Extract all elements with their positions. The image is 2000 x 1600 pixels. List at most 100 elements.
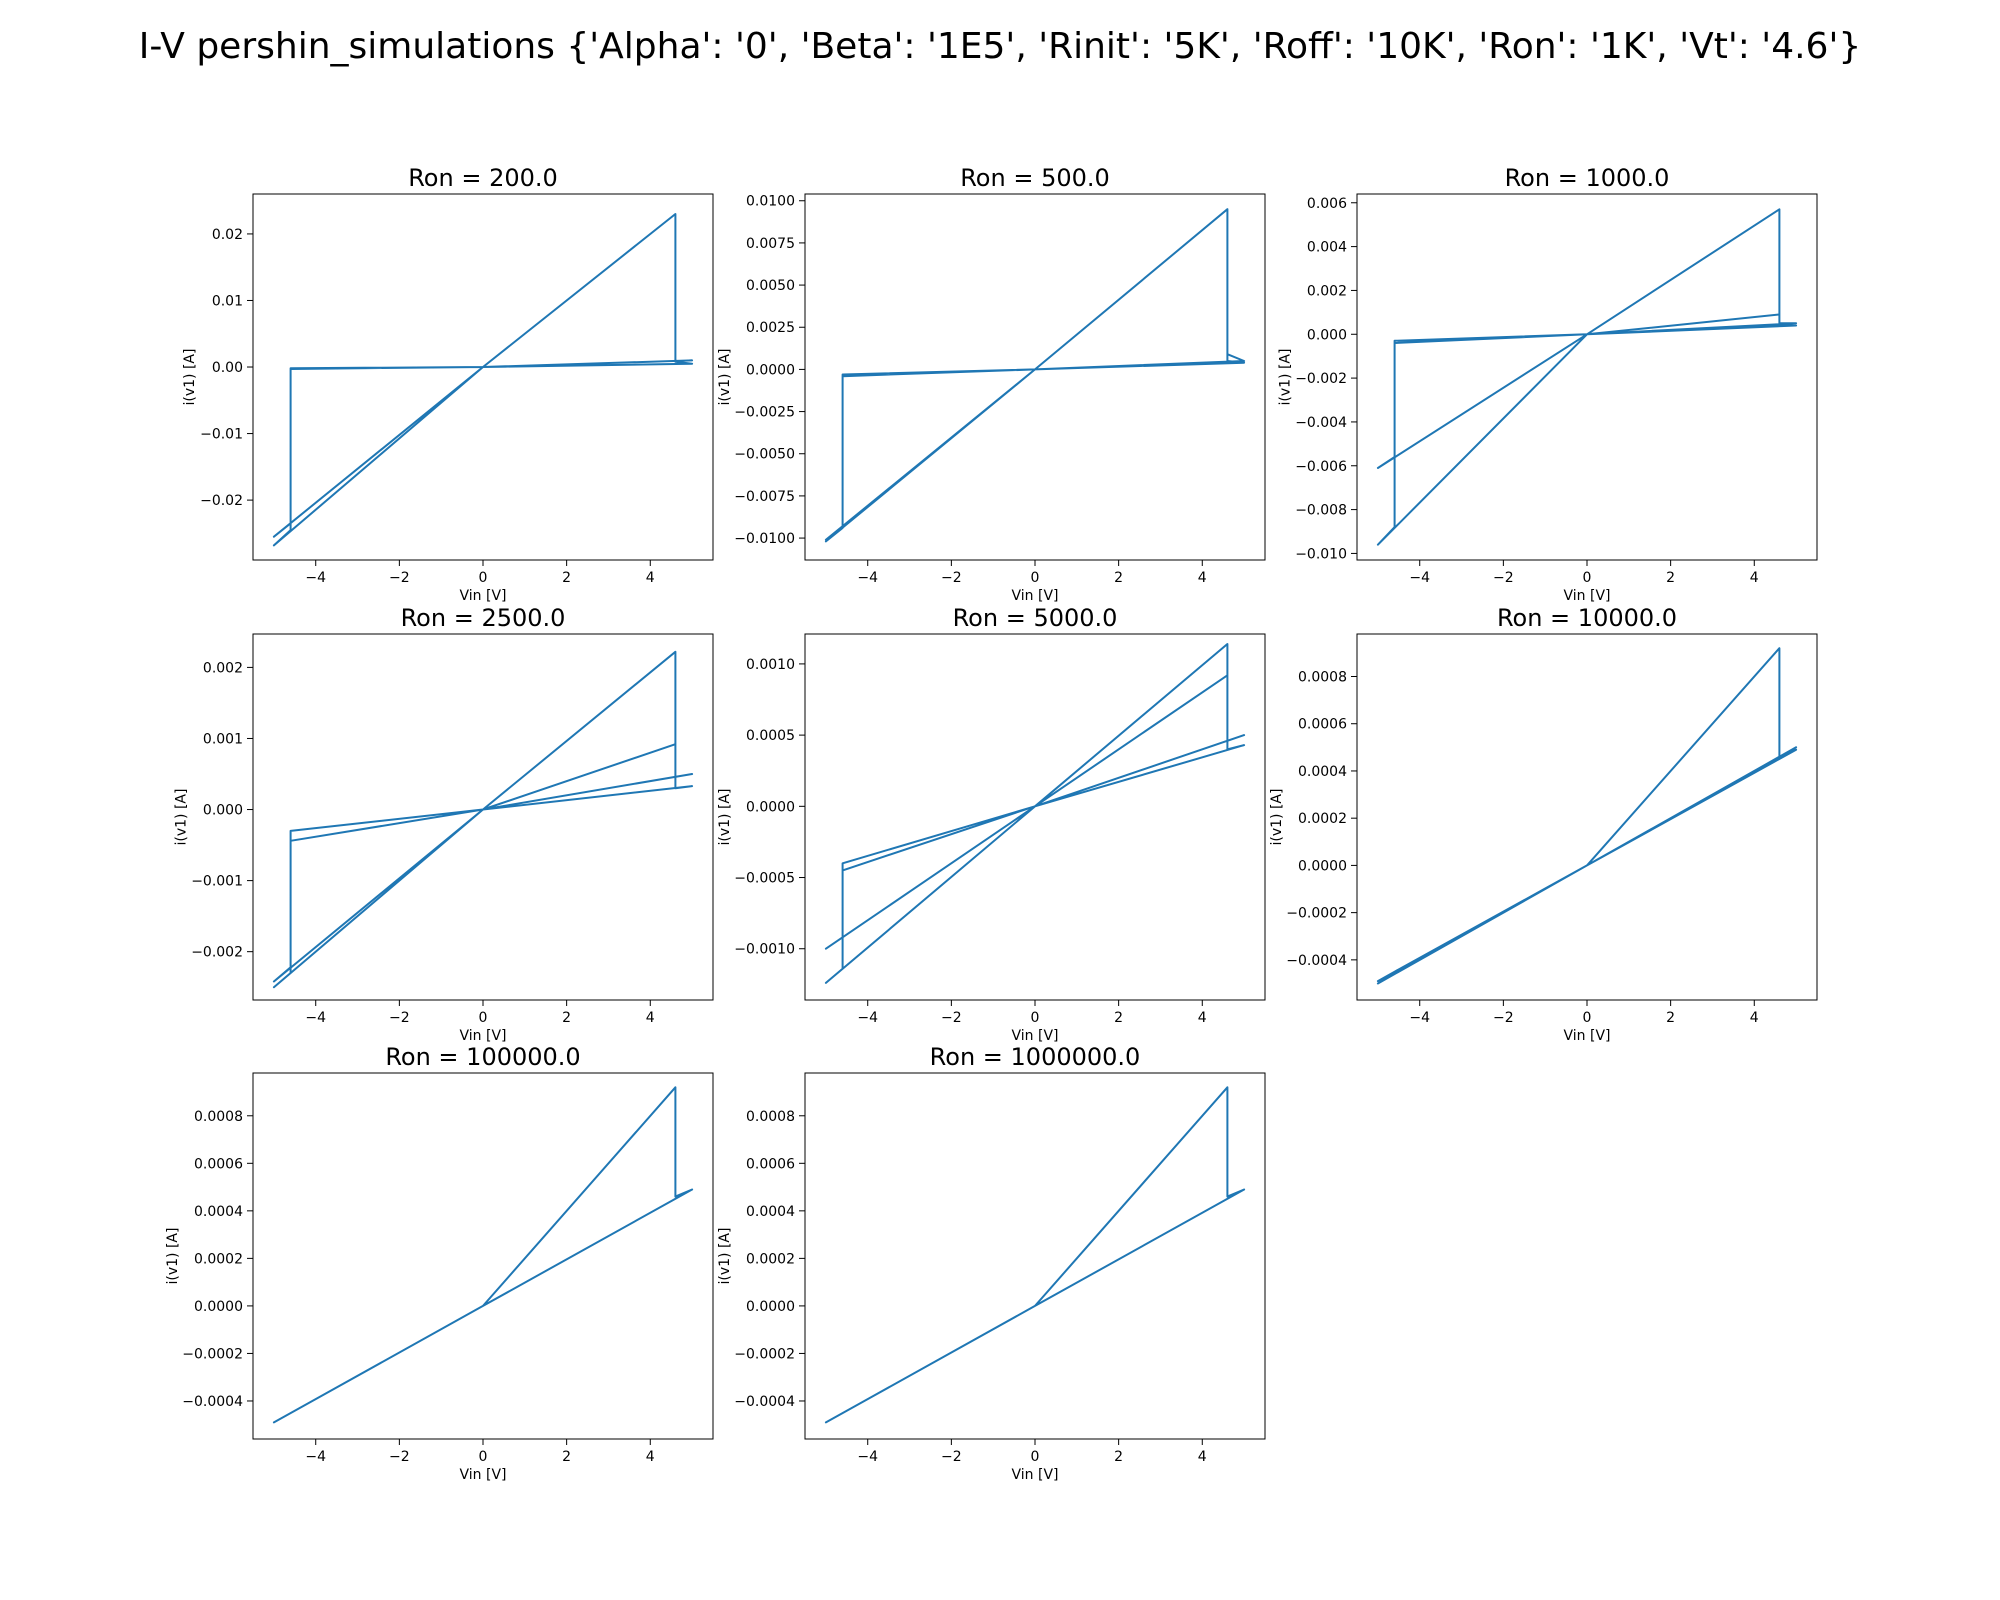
x-axis-label: Vin [V] [1564,1028,1611,1044]
y-tick-label: −0.0005 [734,871,795,887]
x-tick-label: −4 [305,1449,326,1465]
y-tick-label: −0.002 [1295,371,1347,387]
x-tick-label: 4 [1198,1449,1207,1465]
x-tick-label: 2 [1114,1449,1123,1465]
y-tick-label: 0.02 [212,227,243,243]
x-tick-label: −4 [1409,570,1430,586]
y-tick-label: 0.0005 [746,728,795,744]
x-tick-label: 0 [479,1449,488,1465]
x-tick-label: −2 [389,570,410,586]
x-tick-label: −2 [941,1010,962,1026]
x-tick-label: 4 [646,1010,655,1026]
y-axis-label: i(v1) [A] [717,1228,733,1285]
y-tick-label: 0.0004 [194,1204,243,1220]
y-tick-label: 0.0008 [194,1109,243,1125]
y-tick-label: 0.0010 [746,657,795,673]
x-tick-label: 2 [562,1449,571,1465]
y-tick-label: −0.0004 [734,1394,795,1410]
x-tick-label: −2 [1493,1010,1514,1026]
subplot-title: Ron = 100000.0 [385,1043,580,1071]
x-tick-label: 2 [562,1010,571,1026]
y-tick-label: −0.01 [200,427,243,443]
x-tick-label: 4 [1750,570,1759,586]
x-tick-label: 2 [1114,570,1123,586]
y-tick-label: −0.001 [191,874,243,890]
x-tick-label: −2 [941,570,962,586]
y-tick-label: 0.0000 [746,1299,795,1315]
series-line-1 [824,643,1246,984]
y-tick-label: 0.0000 [194,1299,243,1315]
x-axis-label: Vin [V] [460,1028,507,1044]
y-tick-label: 0.0000 [1298,858,1347,874]
x-tick-label: 4 [1198,570,1207,586]
x-tick-label: −4 [305,1010,326,1026]
y-tick-label: 0.0008 [1298,670,1347,686]
subplot-5: −4 −2 0 2 4 −0.0010 −0.0005 0.0000 0.0005 0.0010 R… [717,604,1266,1044]
x-tick-label: −2 [389,1449,410,1465]
y-tick-label: −0.0004 [182,1394,243,1410]
y-tick-label: 0.0002 [194,1251,243,1267]
subplot-title: Ron = 1000000.0 [930,1043,1141,1071]
y-tick-label: 0.002 [203,660,243,676]
series-line-1 [824,208,1246,543]
x-tick-label: 0 [1583,570,1592,586]
subplot-title: Ron = 1000.0 [1505,164,1670,192]
series-line-1 [1376,208,1798,546]
x-tick-label: 4 [1198,1010,1207,1026]
y-tick-label: 0.0002 [1298,811,1347,827]
subplot-title: Ron = 5000.0 [953,604,1118,632]
y-axis-label: i(v1) [A] [717,349,733,406]
x-tick-label: 0 [479,1010,488,1026]
x-tick-label: 0 [1583,1010,1592,1026]
y-axis-label: i(v1) [A] [165,1228,181,1285]
y-tick-label: 0.0004 [1298,764,1347,780]
y-tick-label: −0.0050 [734,447,795,463]
x-tick-label: 0 [479,570,488,586]
y-tick-label: −0.0100 [734,531,795,547]
series-line-1 [824,1086,1246,1424]
subplot-title: Ron = 200.0 [408,164,558,192]
x-tick-label: 2 [562,570,571,586]
y-tick-label: −0.006 [1295,459,1347,475]
y-tick-label: 0.0006 [1298,717,1347,733]
x-tick-label: −4 [857,570,878,586]
y-tick-label: −0.010 [1295,546,1347,562]
y-tick-label: −0.0075 [734,489,795,505]
y-axis-label: i(v1) [A] [182,349,198,406]
y-tick-label: 0.0008 [746,1109,795,1125]
y-tick-label: 0.002 [1307,283,1347,299]
x-tick-label: 0 [1031,1010,1040,1026]
y-tick-label: 0.000 [1307,327,1347,343]
x-tick-label: −2 [941,1449,962,1465]
x-tick-label: −4 [305,570,326,586]
subplot-title: Ron = 10000.0 [1497,604,1677,632]
x-tick-label: 0 [1031,1449,1040,1465]
y-tick-label: −0.02 [200,493,243,509]
subplot-6: −4 −2 0 2 4 −0.0004 −0.0002 0.0000 0.0002 0.0004 0… [1269,604,1818,1044]
x-tick-label: 2 [1666,570,1675,586]
y-tick-label: 0.006 [1307,196,1347,212]
figure-title: I-V pershin_simulations {'Alpha': '0', '… [139,26,1862,67]
y-tick-label: 0.0000 [746,799,795,815]
y-tick-label: 0.01 [212,293,243,309]
y-axis-label: i(v1) [A] [1269,789,1285,846]
x-tick-label: 4 [646,570,655,586]
y-tick-label: 0.0100 [746,194,795,210]
y-tick-label: 0.004 [1307,240,1347,256]
y-tick-label: 0.0075 [746,236,795,252]
subplot-3: −4 −2 0 2 4 −0.010 −0.008 −0.006 −0.004 −0.002 0.0… [1277,164,1818,604]
y-tick-label: −0.002 [191,945,243,961]
series-line-1 [272,1086,694,1424]
subplot-title: Ron = 2500.0 [401,604,566,632]
y-tick-label: −0.004 [1295,415,1347,431]
y-tick-label: −0.008 [1295,503,1347,519]
x-axis-label: Vin [V] [1012,1467,1059,1483]
y-axis-label: i(v1) [A] [173,789,189,846]
y-tick-label: −0.0002 [1286,906,1347,922]
subplot-1: −4 −2 0 2 4 −0.02 −0.01 0.00 0.01 0.02 Ron = 200.0… [182,164,714,604]
y-tick-label: 0.0050 [746,278,795,294]
x-tick-label: 4 [646,1449,655,1465]
y-tick-label: −0.0002 [734,1346,795,1362]
